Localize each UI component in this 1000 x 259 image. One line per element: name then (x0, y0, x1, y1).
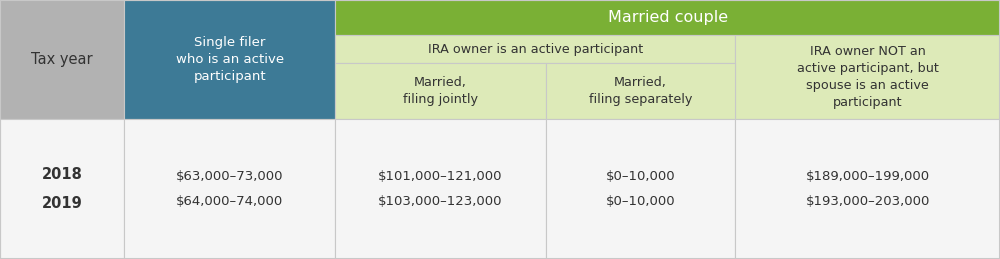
FancyBboxPatch shape (335, 119, 546, 259)
FancyBboxPatch shape (335, 35, 735, 63)
Text: $63,000–73,000
$64,000–74,000: $63,000–73,000 $64,000–74,000 (176, 170, 283, 208)
FancyBboxPatch shape (735, 119, 1000, 259)
Text: IRA owner NOT an
active participant, but
spouse is an active
participant: IRA owner NOT an active participant, but… (797, 45, 939, 109)
FancyBboxPatch shape (124, 0, 335, 119)
FancyBboxPatch shape (546, 119, 735, 259)
Text: Married,
filing jointly: Married, filing jointly (403, 76, 478, 106)
FancyBboxPatch shape (335, 0, 1000, 35)
Text: Married,
filing separately: Married, filing separately (589, 76, 692, 106)
FancyBboxPatch shape (735, 35, 1000, 119)
FancyBboxPatch shape (546, 63, 735, 119)
FancyBboxPatch shape (0, 119, 124, 259)
Text: $0–10,000
$0–10,000: $0–10,000 $0–10,000 (606, 170, 675, 208)
FancyBboxPatch shape (335, 63, 546, 119)
Text: $101,000–121,000
$103,000–123,000: $101,000–121,000 $103,000–123,000 (378, 170, 503, 208)
FancyBboxPatch shape (124, 119, 335, 259)
Text: $189,000–199,000
$193,000–203,000: $189,000–199,000 $193,000–203,000 (805, 170, 930, 208)
Text: IRA owner is an active participant: IRA owner is an active participant (428, 43, 643, 56)
Text: 2018
2019: 2018 2019 (42, 167, 83, 211)
Text: Single filer
who is an active
participant: Single filer who is an active participan… (176, 36, 284, 83)
Text: Tax year: Tax year (31, 52, 93, 67)
FancyBboxPatch shape (0, 0, 124, 119)
Text: Married couple: Married couple (608, 10, 728, 25)
